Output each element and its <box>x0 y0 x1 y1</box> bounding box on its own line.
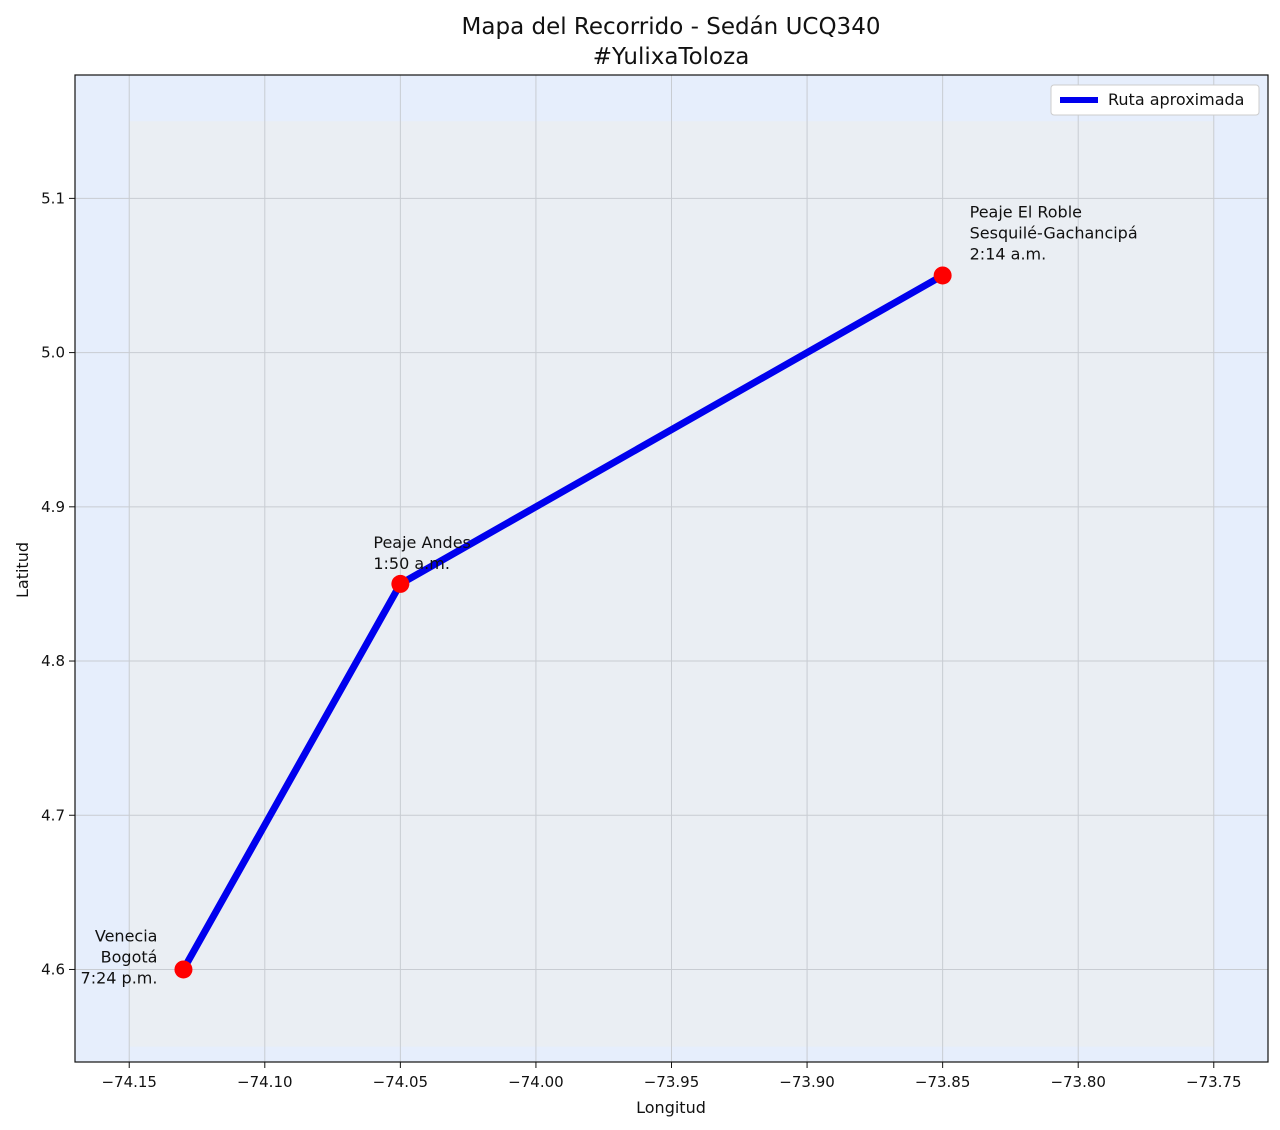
x-tick-label: −74.05 <box>373 1073 429 1091</box>
annotation-line: 7:24 p.m. <box>81 968 158 987</box>
legend-label: Ruta aproximada <box>1108 90 1244 109</box>
x-tick-label: −74.00 <box>508 1073 564 1091</box>
y-tick-label: 4.8 <box>41 652 65 670</box>
point-annotation: Peaje Andes 1:50 a.m. <box>373 533 471 573</box>
route-point-marker <box>174 960 193 979</box>
chart-subtitle: #YulixaToloza <box>593 44 750 70</box>
legend-box <box>1050 84 1260 116</box>
y-axis-ticks: 4.6 4.7 4.8 4.9 5.0 5.1 <box>41 189 75 978</box>
annotation-line: 1:50 a.m. <box>373 554 450 573</box>
annotation-line: Peaje El Roble <box>970 202 1082 221</box>
annotation-line: Bogotá <box>101 947 158 966</box>
annotation-line: Sesquilé-Gachancipá <box>970 223 1138 242</box>
y-tick-label: 4.9 <box>41 498 65 516</box>
annotation-line: 2:14 a.m. <box>970 244 1047 263</box>
route-markers <box>174 266 952 979</box>
x-axis-ticks: −74.15 −74.10 −74.05 −74.00 −73.95 −73.90 −73.… <box>101 1062 1242 1091</box>
point-annotation: Peaje El Roble Sesquilé-Gachancipá 2:14 a.… <box>970 202 1138 263</box>
point-annotation: Venecia Bogotá 7:24 p.m. <box>81 926 158 987</box>
chart-title: Mapa del Recorrido - Sedán UCQ340 <box>462 14 881 40</box>
x-tick-label: −74.15 <box>101 1073 157 1091</box>
y-tick-label: 5.1 <box>41 189 65 207</box>
grid <box>75 75 1268 1062</box>
legend: Ruta aproximada <box>1050 84 1260 116</box>
x-axis-label: Longitud <box>636 1098 706 1117</box>
y-axis-label: Latitud <box>13 542 32 598</box>
x-tick-label: −73.85 <box>915 1073 971 1091</box>
route-point-marker <box>933 266 952 285</box>
y-tick-label: 4.6 <box>41 960 65 978</box>
x-tick-label: −73.95 <box>644 1073 700 1091</box>
y-tick-label: 4.7 <box>41 806 65 824</box>
point-annotations: Venecia Bogotá 7:24 p.m. Peaje Andes 1:50 a.… <box>81 202 1138 987</box>
annotation-line: Venecia <box>95 926 158 945</box>
x-tick-label: −73.80 <box>1050 1073 1106 1091</box>
x-tick-label: −73.75 <box>1186 1073 1242 1091</box>
y-tick-label: 5.0 <box>41 344 65 362</box>
annotation-line: Peaje Andes <box>373 533 471 552</box>
route-point-marker <box>391 574 410 593</box>
x-tick-label: −73.90 <box>779 1073 835 1091</box>
x-tick-label: −74.10 <box>237 1073 293 1091</box>
